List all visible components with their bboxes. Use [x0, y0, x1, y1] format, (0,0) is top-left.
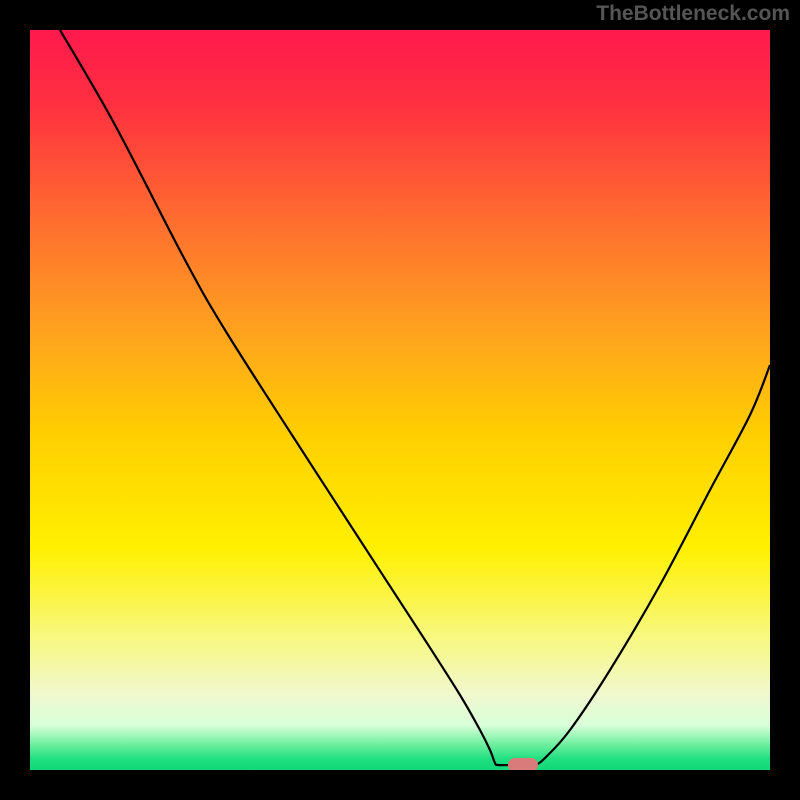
bottleneck-curve: [30, 30, 770, 770]
plot-area: [30, 30, 770, 770]
optimal-marker: [508, 758, 538, 770]
watermark-text: TheBottleneck.com: [596, 2, 790, 26]
frame: TheBottleneck.com: [0, 0, 800, 800]
